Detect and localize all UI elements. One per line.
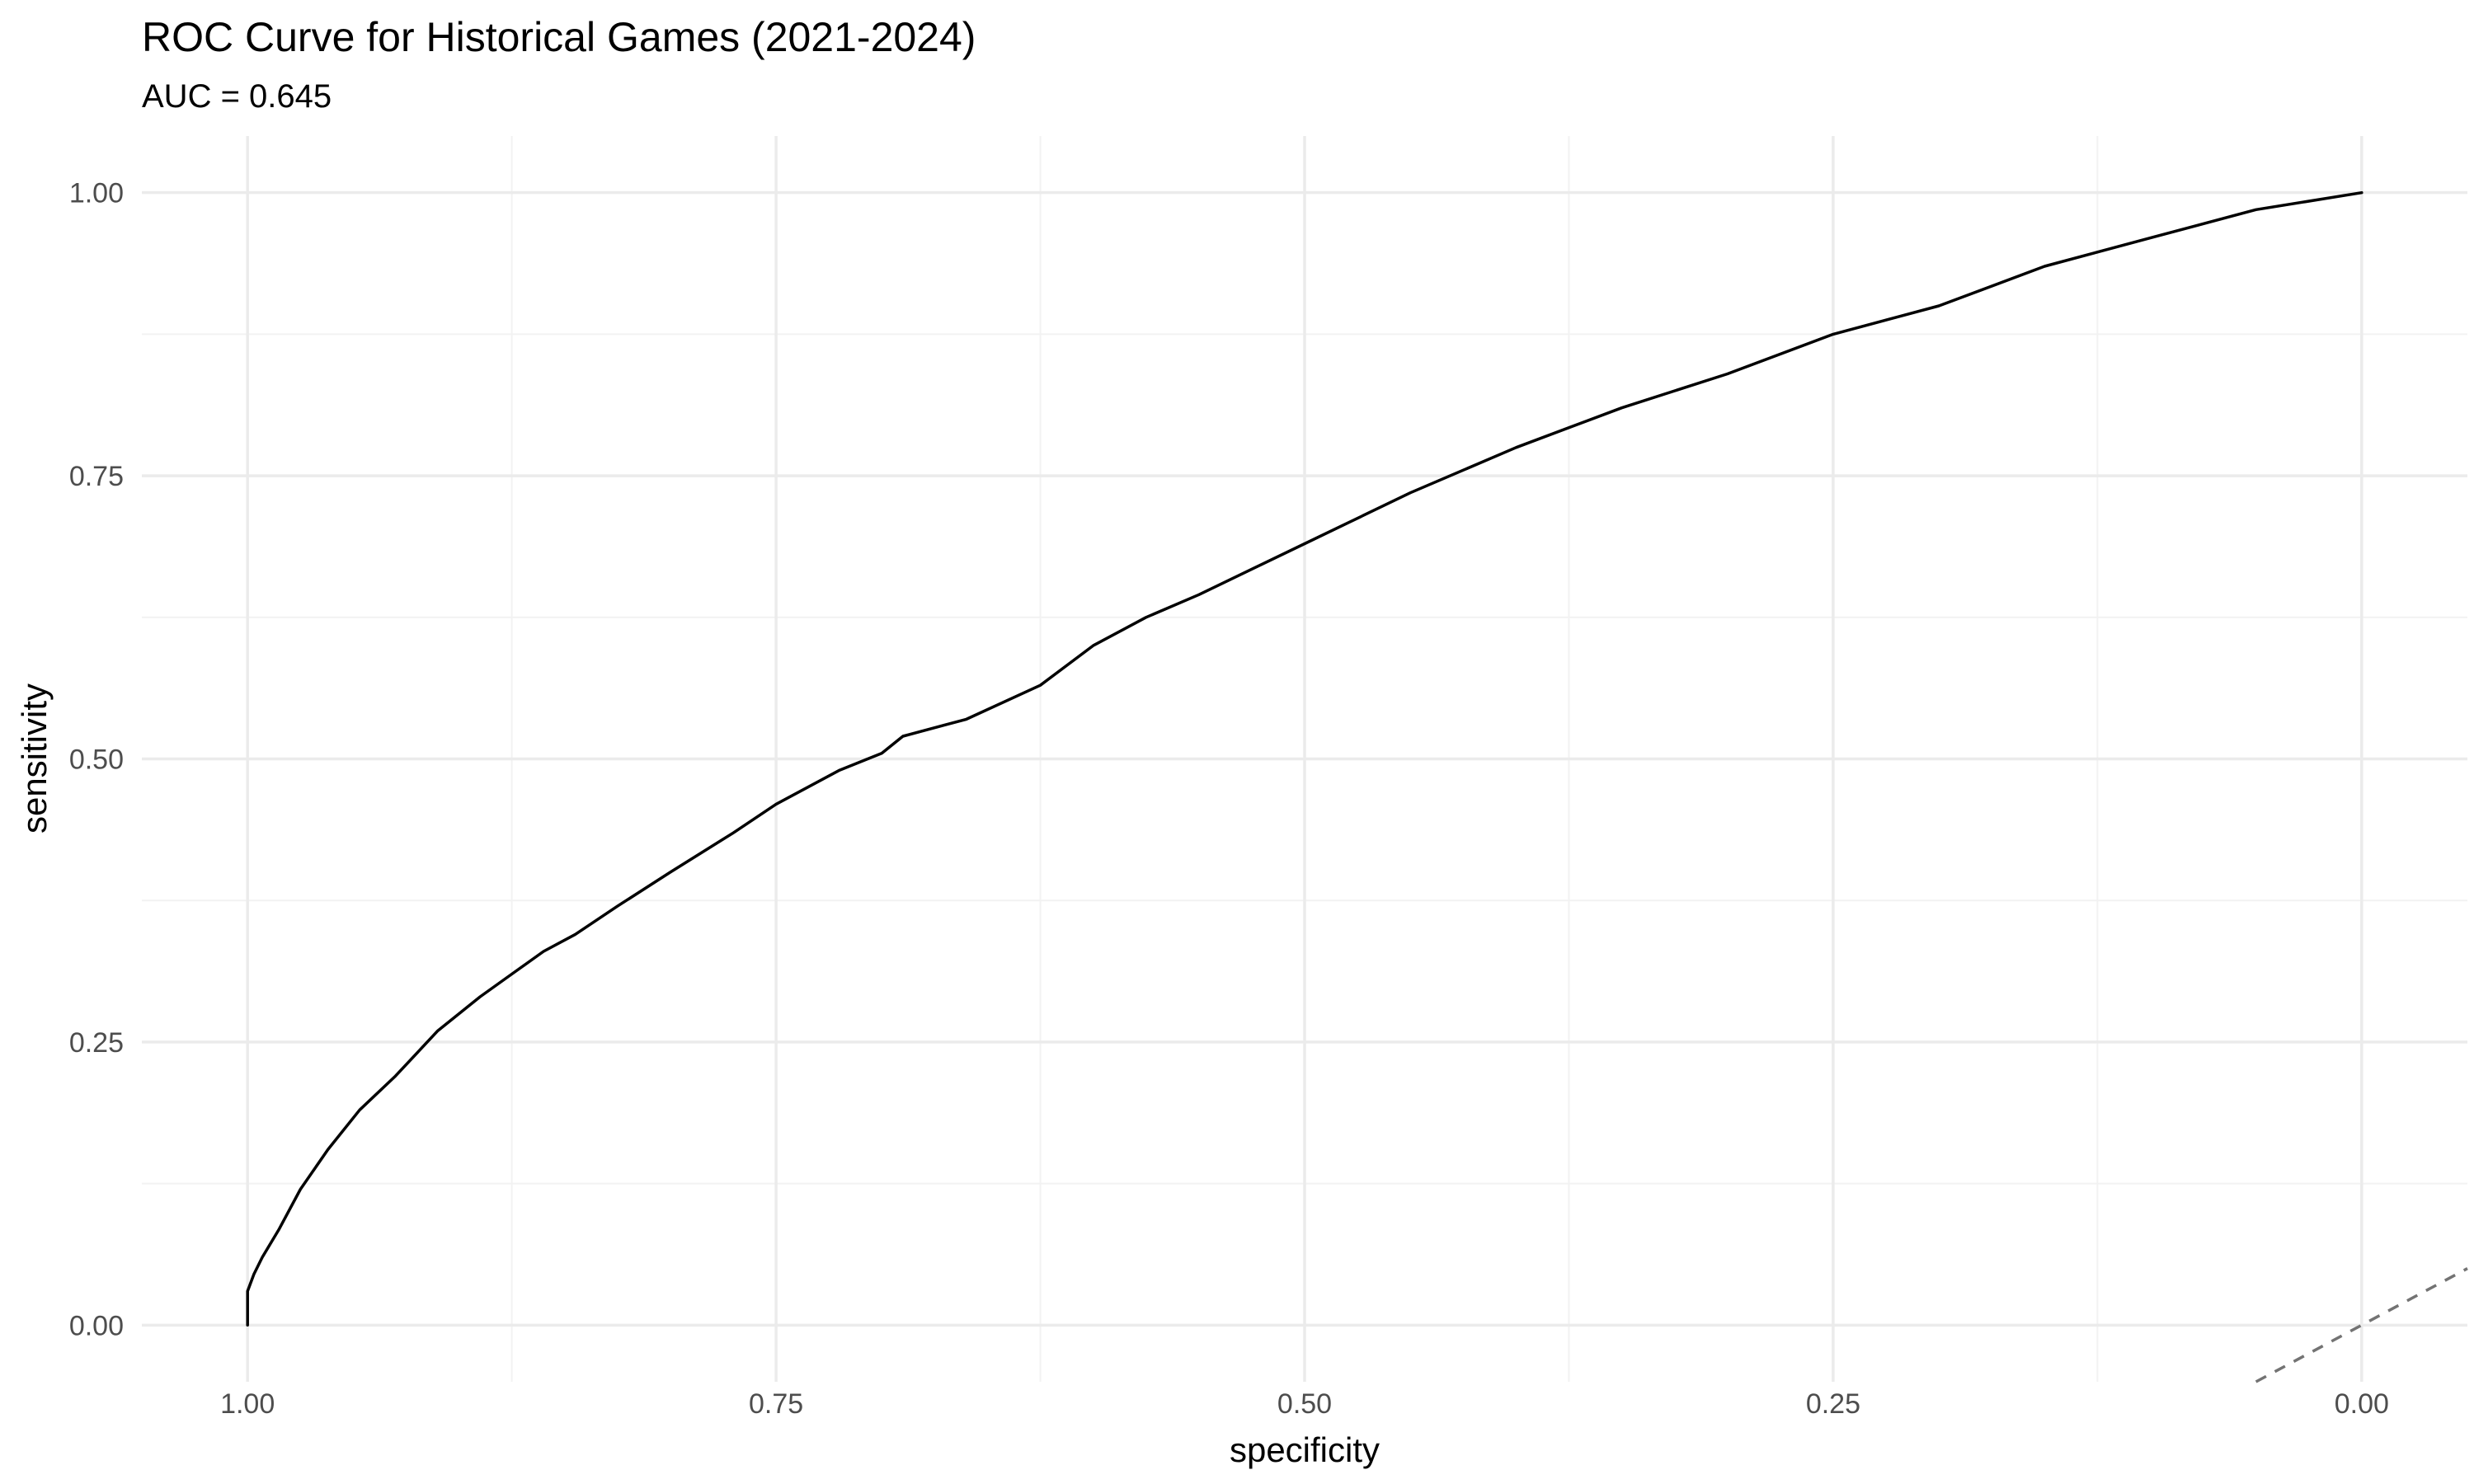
y-tick-label: 0.50 (69, 744, 124, 776)
y-axis-tick-labels: 0.00 0.25 0.50 0.75 1.00 (69, 178, 124, 1342)
y-tick-label: 0.75 (69, 461, 124, 492)
y-tick-label: 0.00 (69, 1310, 124, 1341)
y-tick-label: 1.00 (69, 178, 124, 209)
chart-title: ROC Curve for Historical Games (2021-202… (142, 14, 976, 60)
roc-curve-line (246, 190, 2363, 1327)
x-tick-label: 1.00 (220, 1388, 275, 1420)
y-tick-label: 0.25 (69, 1027, 124, 1059)
x-axis-tick-labels: 1.00 0.75 0.50 0.25 0.00 (220, 1388, 2389, 1420)
x-tick-label: 0.75 (749, 1388, 803, 1420)
x-axis-title: specificity (1230, 1430, 1380, 1469)
plot-lines (246, 190, 2468, 1383)
x-tick-label: 0.50 (1277, 1388, 1332, 1420)
x-tick-label: 0.25 (1806, 1388, 1860, 1420)
chart-subtitle: AUC = 0.645 (142, 78, 332, 115)
grid-major (142, 136, 2467, 1382)
reference-diagonal-line (2255, 1267, 2468, 1383)
y-axis-title: sensitivity (15, 683, 54, 834)
x-tick-label: 0.00 (2335, 1388, 2389, 1420)
